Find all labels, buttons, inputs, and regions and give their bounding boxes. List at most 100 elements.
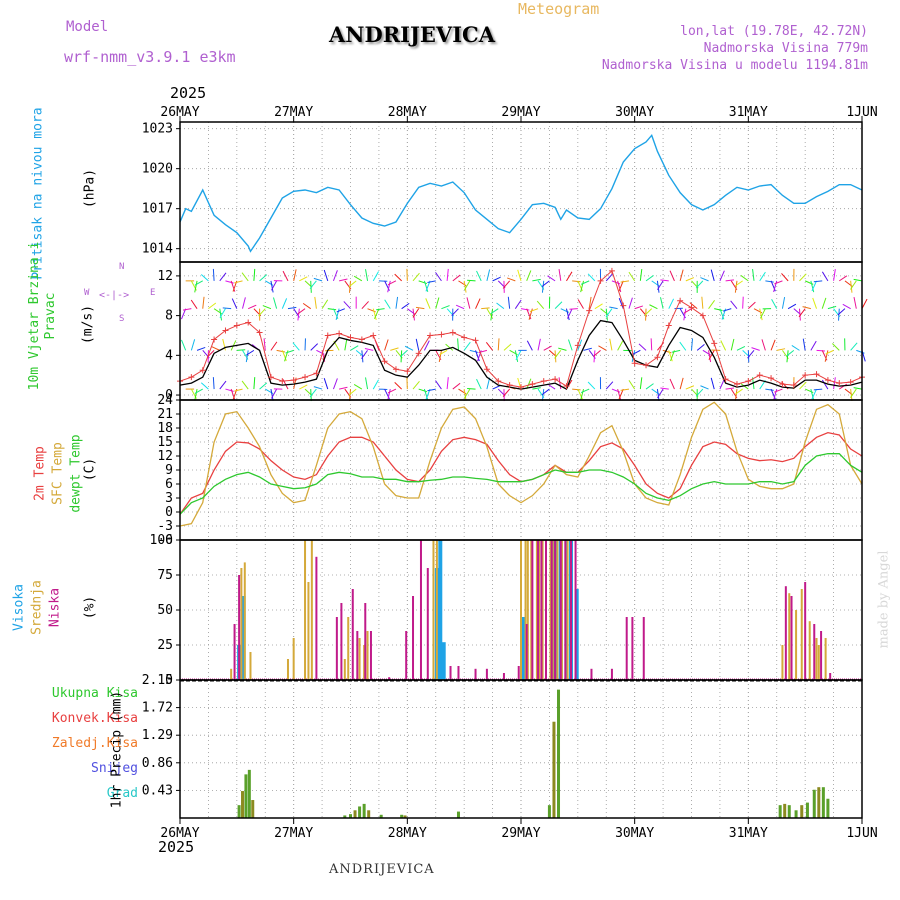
wind-arrow (353, 275, 363, 282)
cloud-mid-bar (538, 540, 541, 680)
wind-arrow (657, 280, 664, 291)
temperature-ytick-label: -3 (157, 519, 173, 534)
wind-arrow (212, 268, 215, 281)
wind-arrow (364, 347, 374, 351)
temperature-ytick-label: 21 (157, 407, 173, 422)
cloud-low-bar (804, 582, 807, 680)
precip-ytick-label: 2.15 (142, 673, 173, 688)
wind-gust-marker (745, 378, 752, 385)
wind-arrow (464, 388, 471, 399)
wind-gust-marker (688, 304, 695, 311)
wind-arrow (259, 382, 268, 390)
wind-arrow (441, 305, 450, 310)
cloud-low-bar (233, 624, 236, 680)
pressure-ytick-label: 1020 (142, 162, 173, 177)
precip-bar (800, 805, 804, 818)
wind-arrow (439, 349, 448, 356)
wind-arrow (632, 349, 641, 355)
wind-gust-marker (643, 362, 650, 369)
wind-arrow (309, 280, 317, 290)
wind-arrow (638, 343, 647, 351)
wind-gust-marker (370, 332, 377, 339)
wind-gust-marker (824, 377, 831, 384)
wind-arrow (287, 306, 297, 310)
wind-gust-marker (199, 367, 206, 374)
cloud-mid-bar (249, 652, 252, 680)
wind-gust-marker (438, 331, 445, 338)
cloud-low-bar (412, 596, 415, 680)
wind-arrow (734, 389, 738, 401)
wind-arrow (660, 387, 669, 390)
wind-arrow (824, 350, 829, 362)
x-day-label-top: 26MAY (160, 105, 199, 120)
wind-arrow (452, 382, 461, 390)
wind-arrow (387, 280, 391, 293)
cloud-low-bar (540, 540, 543, 680)
wind-gust-marker (779, 381, 786, 388)
wind-arrow (374, 308, 380, 320)
legend-snow: Snijeg (91, 761, 138, 776)
clouds-panel: 0 25 50 75 100 (150, 533, 862, 688)
cloud-high-bar (521, 617, 526, 680)
wind-arrow (543, 345, 552, 351)
wind-arrow (485, 342, 493, 351)
wind-ytick-label: 4 (165, 348, 173, 363)
wind-arrow (618, 297, 624, 309)
wind-arrow (490, 308, 494, 321)
wind-arrow (475, 350, 480, 362)
wind-arrow (467, 387, 476, 390)
temperature-ytick-label: 3 (165, 491, 173, 506)
cloud-low-bar (485, 668, 488, 680)
wind-arrow (833, 269, 836, 281)
precip-bar (237, 805, 241, 818)
wind-arrow (314, 296, 317, 309)
wind-arrow (297, 308, 306, 315)
wind-arrow (587, 381, 596, 390)
wind-arrow (395, 296, 399, 309)
wind-gust-marker (597, 277, 604, 284)
wind-arrow (781, 273, 789, 282)
wind-arrow (628, 380, 636, 390)
wind-arrow (850, 388, 857, 398)
wind-arrow (348, 280, 357, 288)
wind-arrow (299, 384, 308, 390)
pressure-ytick-label: 1014 (142, 242, 173, 257)
wind-arrow (558, 377, 562, 390)
wind-arrow (423, 280, 429, 292)
wind-gust-marker (324, 332, 331, 339)
wind-arrow (446, 268, 449, 281)
wind-arrow (245, 349, 255, 356)
wind-ytick-label: 0 (165, 388, 173, 403)
wind-arrow (781, 296, 786, 309)
wind-arrow (671, 349, 681, 353)
wind-arrow (394, 382, 402, 390)
wind-arrow (660, 279, 669, 282)
clouds-ytick-label: 25 (157, 638, 173, 653)
wind-gust-marker (495, 378, 502, 385)
wind-gust-marker (574, 342, 581, 349)
compass-south: S (119, 314, 125, 324)
wind-arrow (348, 280, 351, 293)
wind-gust-marker (245, 319, 252, 326)
wind-arrow (668, 350, 673, 362)
wind-arrow (270, 280, 274, 293)
wind-gust-marker (472, 337, 479, 344)
wind-arrow (683, 308, 687, 321)
wind-arrow (445, 343, 454, 351)
wind-arrow (628, 271, 636, 282)
wind-arrow (802, 306, 811, 310)
wind-arrow (861, 298, 868, 309)
pressure-ytick-label: 1017 (142, 202, 173, 217)
wind-arrow (742, 296, 744, 309)
wind-arrow (679, 377, 684, 390)
cloud-mid-bar (824, 638, 827, 680)
wind-arrow (212, 377, 215, 390)
wind-arrow (376, 308, 385, 311)
wind-gust-marker (211, 336, 218, 343)
wind-arrow (372, 308, 377, 320)
wind-arrow (605, 308, 608, 321)
wind-arrow (350, 345, 359, 351)
wind-arrow (719, 378, 725, 390)
wind-arrow (639, 377, 643, 390)
cloud-mid-bar (304, 540, 307, 680)
